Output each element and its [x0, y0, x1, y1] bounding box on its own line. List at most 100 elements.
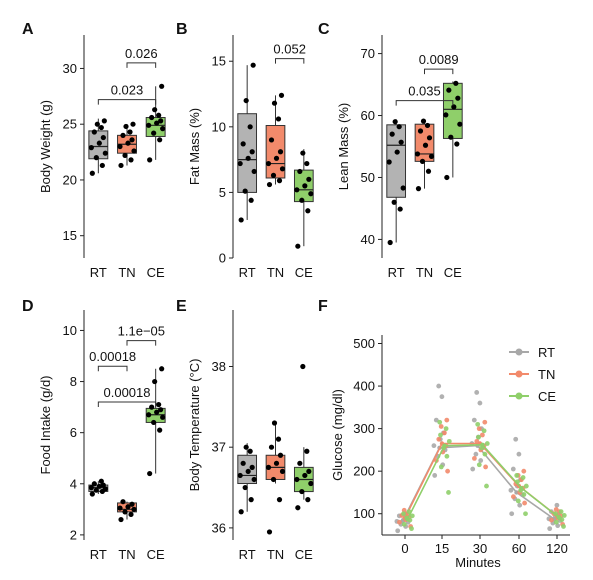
y-tick-label: 60: [361, 108, 375, 123]
data-point-ce: [438, 464, 444, 470]
x-tick-label: RT: [239, 547, 256, 562]
comparison-bracket: [395, 100, 454, 106]
p-value-label: 0.00018: [104, 385, 151, 400]
data-point: [151, 130, 157, 136]
data-point: [308, 191, 314, 197]
data-point: [147, 470, 153, 477]
x-tick-label: TN: [416, 265, 433, 280]
legend-label-rt: RT: [538, 345, 555, 360]
data-point-tn: [397, 519, 402, 525]
data-point-ce: [446, 490, 451, 495]
data-point-tn: [511, 494, 516, 500]
y-tick-label: 4: [70, 476, 77, 491]
data-point: [120, 499, 126, 505]
data-point: [130, 121, 136, 127]
y-tick-label: 25: [63, 117, 77, 132]
x-tick-label: CE: [444, 265, 462, 280]
data-point: [238, 217, 244, 223]
data-point: [118, 162, 124, 169]
data-point: [392, 119, 398, 125]
x-tick-label: 0: [401, 541, 408, 556]
data-point: [275, 116, 282, 122]
data-point: [146, 122, 152, 128]
data-point: [249, 464, 255, 470]
data-point: [304, 448, 310, 454]
p-value-label: 1.1e−05: [118, 324, 165, 339]
data-point: [398, 139, 404, 145]
data-point: [102, 486, 108, 492]
data-point: [149, 114, 155, 121]
data-point-ce: [521, 492, 527, 497]
data-point: [305, 208, 311, 214]
y-tick-label: 15: [63, 228, 77, 243]
x-tick-label: CE: [147, 547, 165, 562]
data-point: [245, 468, 251, 475]
mean-marker-ce: [442, 443, 447, 448]
data-point: [299, 488, 305, 495]
data-point-tn: [444, 417, 450, 423]
y-tick-label: 500: [353, 336, 375, 351]
panel-letter: D: [22, 298, 34, 315]
data-point: [273, 155, 280, 161]
comparison-bracket: [97, 365, 128, 372]
data-point-rt: [517, 502, 523, 508]
data-point-ce: [437, 419, 443, 425]
y-tick-label: 20: [63, 172, 77, 187]
data-point-rt: [471, 417, 477, 423]
data-point: [160, 414, 166, 420]
x-tick-label: TN: [267, 265, 284, 280]
data-point-tn: [482, 419, 488, 425]
comparison-bracket: [126, 62, 157, 68]
p-value-label: 0.052: [273, 42, 306, 57]
panel-letter: B: [176, 21, 188, 38]
data-point: [295, 505, 301, 511]
data-point: [397, 206, 403, 212]
data-point: [294, 476, 300, 483]
data-point-rt: [513, 436, 519, 442]
data-point: [123, 123, 129, 130]
data-point: [131, 148, 137, 154]
y-tick-label: 10: [63, 323, 77, 338]
data-point: [454, 141, 460, 147]
y-tick-label: 30: [63, 61, 77, 76]
mean-marker-ce: [519, 485, 524, 491]
y-tick-label: 40: [361, 232, 375, 247]
data-point-rt: [431, 443, 437, 449]
y-tick-label: 36: [212, 520, 226, 535]
data-point: [250, 62, 256, 68]
p-value-label: 0.00018: [89, 349, 136, 364]
data-point: [98, 124, 104, 131]
data-point: [149, 404, 155, 410]
data-point-ce: [475, 421, 481, 427]
data-point-rt: [477, 400, 483, 406]
data-point: [265, 464, 272, 470]
data-point-ce: [476, 462, 482, 468]
x-tick-label: RT: [388, 265, 405, 280]
y-axis-label: Body Temperature (°C): [187, 359, 202, 492]
data-point: [158, 407, 164, 413]
y-tick-label: 400: [353, 379, 375, 394]
data-point: [271, 100, 278, 106]
data-point: [266, 529, 273, 535]
data-point: [96, 483, 102, 489]
data-point-ce: [438, 432, 443, 438]
data-point-ce: [558, 509, 564, 514]
comparison-bracket: [424, 68, 454, 75]
data-point: [451, 104, 457, 110]
panel-letter: F: [318, 298, 328, 315]
legend-label-tn: TN: [538, 367, 555, 382]
data-point-ce: [561, 513, 567, 518]
data-point-rt: [439, 394, 445, 400]
data-point-ce: [553, 519, 559, 525]
data-point: [89, 170, 95, 176]
data-point: [277, 452, 284, 458]
data-point: [247, 124, 253, 130]
comparison-bracket: [126, 340, 157, 346]
data-point-tn: [472, 456, 477, 461]
x-tick-label: RT: [90, 547, 107, 562]
data-point-tn: [521, 468, 527, 474]
data-point: [308, 480, 314, 487]
series-line-tn: [404, 442, 558, 519]
data-point: [448, 134, 454, 140]
data-point-ce: [444, 453, 450, 459]
